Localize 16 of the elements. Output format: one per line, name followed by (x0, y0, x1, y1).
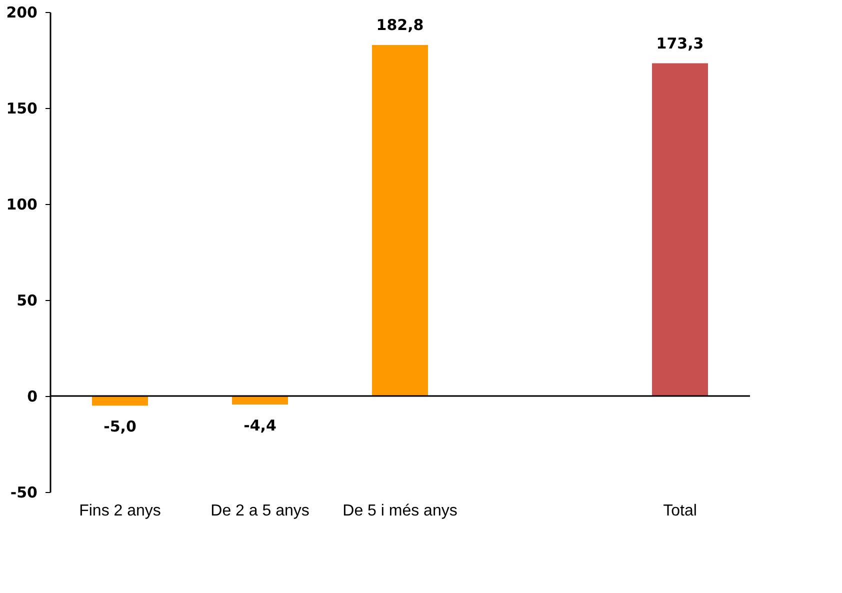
y-tick-label: 100 (6, 196, 38, 214)
bar (372, 45, 428, 396)
data-label: 182,8 (376, 16, 424, 34)
y-tick-label: 0 (27, 388, 38, 406)
data-label: -5,0 (104, 418, 136, 436)
data-label: 173,3 (656, 34, 704, 52)
y-tick-label: 200 (6, 4, 38, 22)
y-tick-label: 150 (6, 100, 38, 118)
y-tick-label: 50 (16, 292, 38, 310)
x-tick-label: De 2 a 5 anys (210, 502, 310, 520)
x-tick-label: Total (663, 502, 697, 520)
x-tick-label: De 5 i més anys (342, 502, 458, 520)
y-tick-label: -50 (10, 484, 38, 502)
x-tick-label: Fins 2 anys (79, 502, 161, 520)
bar (652, 63, 708, 396)
data-label: -4,4 (244, 416, 276, 434)
